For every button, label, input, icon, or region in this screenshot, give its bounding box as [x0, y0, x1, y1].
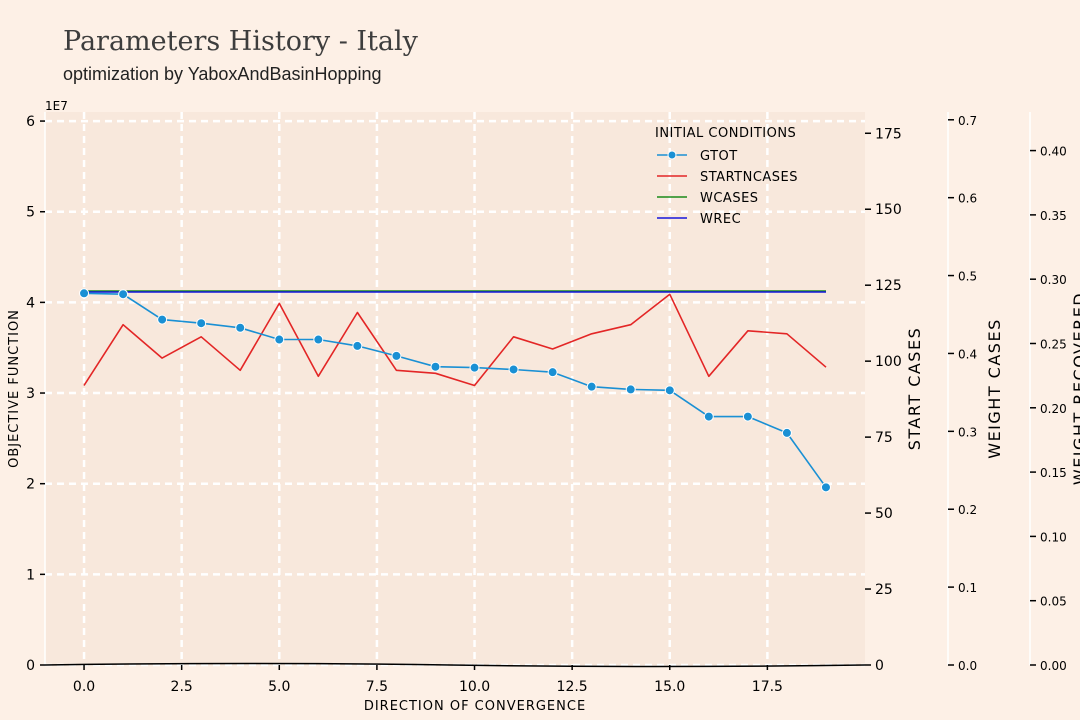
- y-tick-label-startcases: 50: [875, 506, 893, 522]
- y-tick-label-wrec: 0.35: [1040, 209, 1067, 223]
- y-tick-label-wcases: 0.0: [958, 659, 977, 673]
- x-axis-line: [44, 662, 866, 668]
- data-point-gtot: [508, 364, 519, 375]
- y-tick-label: 2: [26, 477, 35, 493]
- y-tick-label-wcases: 0.1: [958, 581, 977, 595]
- x-tick-label: 0.0: [73, 679, 95, 695]
- y-tick-label: 4: [26, 295, 35, 311]
- data-point-gtot: [118, 289, 129, 300]
- y-tick-label-wrec: 0.40: [1040, 145, 1067, 159]
- y-tick-label-wcases: 0.5: [958, 270, 977, 284]
- y-tick-label: 5: [26, 205, 35, 221]
- legend-label-startncases: STARTNCASES: [700, 170, 798, 185]
- y-tick-label-startcases: 25: [875, 582, 893, 598]
- data-point-gtot: [469, 362, 480, 373]
- y-tick-label-startcases: 175: [875, 126, 902, 142]
- y-axis-label-startcases: START CASES: [905, 327, 924, 450]
- y-tick-label-wrec: 0.20: [1040, 402, 1067, 416]
- data-point-gtot: [274, 334, 285, 345]
- data-point-gtot: [79, 288, 90, 299]
- data-point-gtot: [703, 411, 714, 422]
- y-tick-label-wrec: 0.15: [1040, 466, 1067, 480]
- data-point-gtot: [430, 361, 441, 372]
- y-tick-label-wcases: 0.4: [958, 347, 977, 361]
- chart-title: Parameters History - Italy: [63, 26, 418, 57]
- x-tick-label: 2.5: [171, 679, 193, 695]
- y-tick-label-wcases: 0.3: [958, 425, 977, 439]
- y-offset-label: 1E7: [45, 99, 68, 113]
- y-tick-label: 1: [26, 567, 35, 583]
- legend-label-gtot: GTOT: [700, 149, 738, 164]
- series-line-gtot: [83, 292, 827, 488]
- x-axis-label: DIRECTION OF CONVERGENCE: [364, 699, 586, 714]
- series-line-startncases: [83, 293, 827, 387]
- y-tick-label-startcases: 75: [875, 430, 893, 446]
- data-point-gtot: [196, 318, 207, 329]
- data-point-gtot: [664, 385, 675, 396]
- y-tick-label-wrec: 0.05: [1040, 595, 1067, 609]
- y-tick-label-wrec: 0.25: [1040, 337, 1067, 351]
- y-tick-label-wrec: 0.10: [1040, 530, 1067, 544]
- y-tick-label: 3: [26, 386, 35, 402]
- x-tick-label: 17.5: [752, 679, 783, 695]
- legend-title: INITIAL CONDITIONS: [655, 126, 796, 141]
- legend: INITIAL CONDITIONS GTOT STARTNCASES WCASES W…: [655, 126, 798, 227]
- y-axis-label-objective: OBJECTIVE FUNCTION: [7, 309, 22, 468]
- y-tick-label-wcases: 0.7: [958, 114, 977, 128]
- data-point-gtot: [235, 322, 246, 333]
- data-point-gtot: [742, 411, 753, 422]
- y-tick-label-startcases: 150: [875, 202, 902, 218]
- data-point-gtot: [586, 381, 597, 392]
- data-point-gtot: [157, 314, 168, 325]
- legend-label-wrec: WREC: [700, 212, 741, 227]
- y-tick-label: 6: [26, 114, 35, 130]
- data-point-gtot: [625, 384, 636, 395]
- chart-subtitle: optimization by YaboxAndBasinHopping: [63, 64, 382, 84]
- legend-marker-gtot: [667, 150, 677, 160]
- legend-label-wcases: WCASES: [700, 191, 759, 206]
- x-tick-label: 12.5: [557, 679, 588, 695]
- x-tick-label: 5.0: [268, 679, 290, 695]
- y-tick-label-wrec: 0.30: [1040, 273, 1067, 287]
- data-point-gtot: [352, 340, 363, 351]
- data-point-gtot: [547, 367, 558, 378]
- y-tick-label-wcases: 0.2: [958, 503, 977, 517]
- data-point-gtot: [781, 427, 792, 438]
- y-axis-label-wrec: WEIGHT RECOVERED: [1070, 292, 1080, 485]
- y-tick-label-startcases: 125: [875, 278, 902, 294]
- x-tick-label: 10.0: [459, 679, 490, 695]
- data-point-gtot: [820, 482, 831, 493]
- y-tick-label: 0: [26, 658, 35, 674]
- y-tick-label-wrec: 0.00: [1040, 659, 1067, 673]
- y-axis-label-wcases: WEIGHT CASES: [985, 318, 1004, 458]
- y-tick-label-startcases: 100: [875, 354, 902, 370]
- x-tick-label: 15.0: [654, 679, 685, 695]
- data-point-gtot: [313, 334, 324, 345]
- y-tick-label-startcases: 0: [875, 658, 884, 674]
- x-tick-label: 7.5: [366, 679, 388, 695]
- data-point-gtot: [391, 350, 402, 361]
- y-tick-label-wcases: 0.6: [958, 192, 977, 206]
